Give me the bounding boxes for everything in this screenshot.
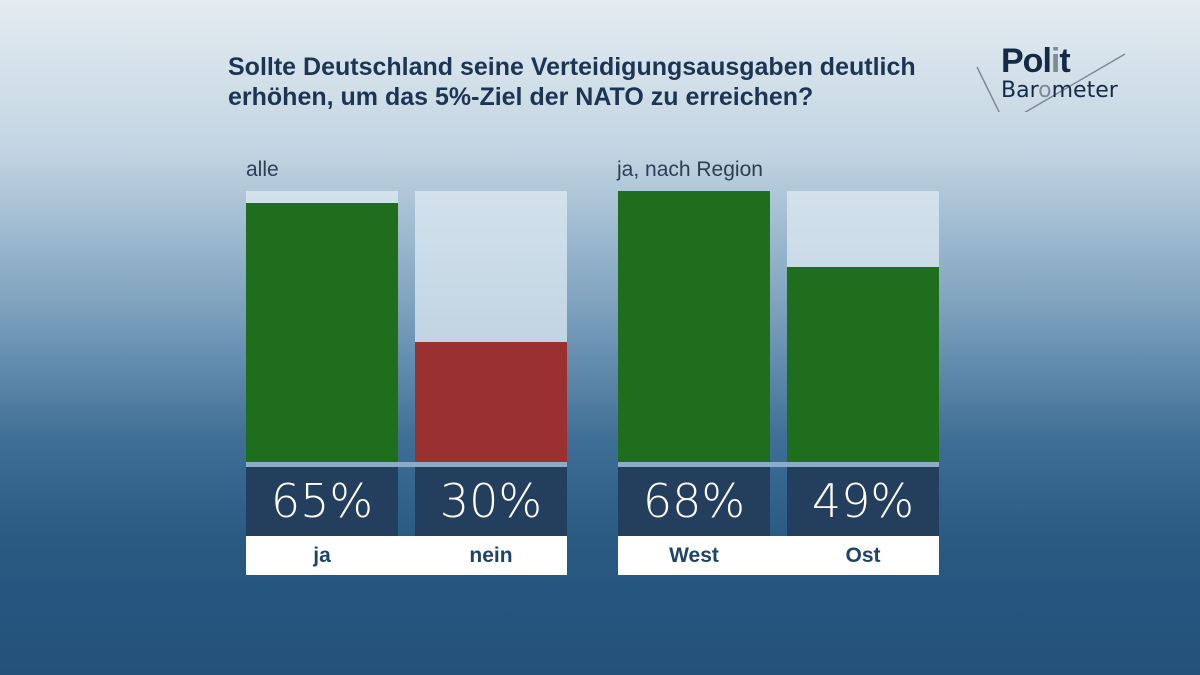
subtitle-region: ja, nach Region [617,158,763,181]
checkmark-icon [976,53,1126,112]
bar-ja [246,202,398,462]
bar-nein [415,342,567,462]
chart-title: Sollte Deutschland seine Verteidigungsau… [228,53,916,111]
separator-strip [246,462,567,467]
separator-strip [618,462,939,467]
category-label: ja [313,544,331,567]
value-label: 30% [415,467,567,536]
value-label: 68% [618,467,770,536]
logo-line2: Barometer [1001,78,1118,103]
category-label: Ost [845,544,881,567]
value-label: 65% [246,467,398,536]
label-background [618,536,939,575]
category-label: nein [469,544,513,567]
label-background [246,536,567,575]
subtitle-all: alle [246,158,279,181]
bar-track [246,191,398,462]
bar-track [787,191,939,462]
politbarometer-logo: Polit Barometer [975,42,1135,112]
value-label: 49% [787,467,939,536]
bar-track [415,191,567,462]
bar-track [618,191,770,462]
category-label: West [669,544,719,567]
bar-ost [787,266,939,462]
logo-line1: Polit [1001,42,1071,80]
bar-west [618,191,770,462]
